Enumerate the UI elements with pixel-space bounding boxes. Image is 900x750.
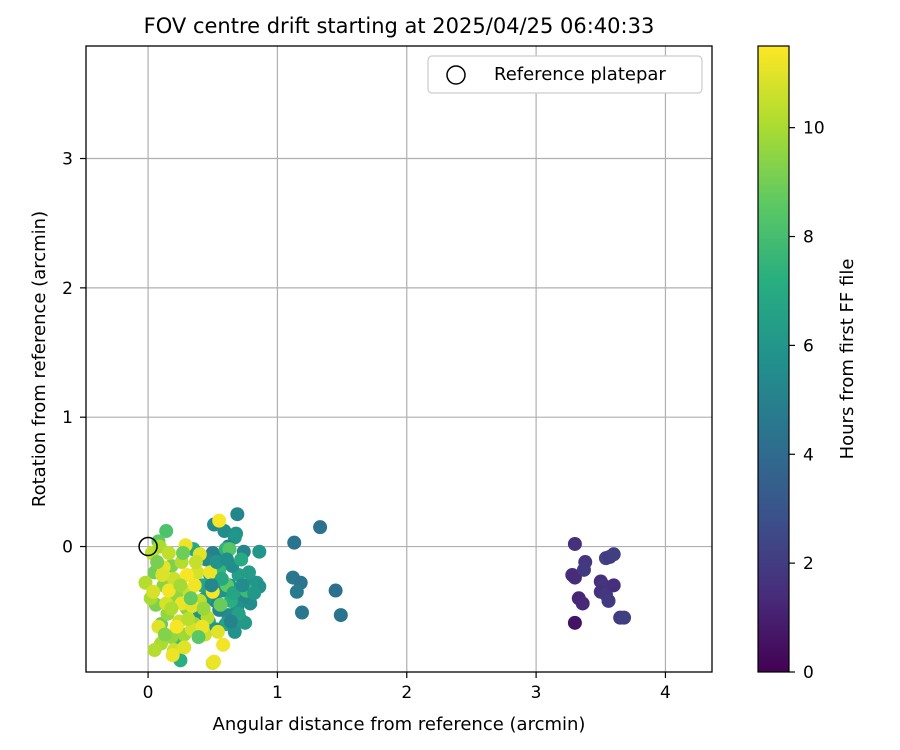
data-point: [313, 520, 328, 535]
data-point: [210, 624, 225, 639]
colorbar-gradient: [757, 45, 790, 673]
data-point: [164, 601, 179, 616]
colorbar-tick-label: 0: [803, 663, 814, 683]
colorbar-tick-label: 6: [803, 336, 814, 356]
data-point: [159, 524, 174, 539]
data-point: [179, 567, 194, 582]
data-point: [252, 544, 267, 559]
data-point: [146, 584, 161, 599]
data-point: [177, 640, 192, 655]
data-point: [157, 627, 172, 642]
colorbar-label: Hours from first FF file: [837, 259, 858, 460]
data-point: [147, 643, 162, 658]
data-point: [567, 536, 582, 551]
data-point: [217, 524, 232, 539]
data-point: [176, 546, 191, 561]
data-point: [213, 597, 228, 612]
chart-title: FOV centre drift starting at 2025/04/25 …: [144, 14, 655, 38]
data-point: [294, 605, 309, 620]
x-tick-label: 1: [272, 683, 283, 703]
x-tick-label: 4: [660, 683, 671, 703]
y-tick-label: 0: [62, 538, 73, 558]
data-point: [212, 513, 227, 528]
data-point: [223, 614, 238, 629]
x-tick-label: 0: [143, 683, 154, 703]
y-axis-label: Rotation from reference (arcmin): [29, 211, 50, 507]
legend: Reference platepar: [427, 55, 703, 94]
data-point: [606, 547, 621, 562]
colorbar-tick-label: 10: [803, 119, 825, 139]
axis-ticks: 0 1 2 3 4 0 1 2 3: [62, 150, 671, 703]
data-point: [165, 648, 180, 663]
y-tick-label: 3: [62, 150, 73, 170]
legend-marker-icon: [446, 65, 466, 85]
data-point: [181, 611, 196, 626]
data-point: [333, 608, 348, 623]
data-point: [204, 578, 219, 593]
data-point: [214, 571, 229, 586]
plot-frame: [85, 45, 713, 673]
data-point: [567, 615, 582, 630]
data-point: [196, 601, 211, 616]
data-point: [191, 630, 206, 645]
legend-box: [427, 55, 703, 94]
data-point: [150, 555, 165, 570]
data-point: [155, 567, 170, 582]
y-tick-label: 2: [62, 279, 73, 299]
y-tick-label: 1: [62, 408, 73, 428]
data-point: [576, 562, 591, 577]
data-point: [328, 583, 343, 598]
x-tick-label: 2: [401, 683, 412, 703]
colorbar-tick-label: 4: [803, 445, 814, 465]
data-point: [183, 591, 198, 606]
data-point: [235, 578, 250, 593]
colorbar-tick-label: 2: [803, 554, 814, 574]
x-axis-label: Angular distance from reference (arcmin): [213, 714, 586, 735]
data-point: [203, 565, 218, 580]
data-point: [234, 552, 249, 567]
data-point: [161, 583, 176, 598]
data-point: [241, 565, 256, 580]
x-tick-label: 3: [531, 683, 542, 703]
data-point: [601, 593, 616, 608]
data-point: [207, 654, 222, 669]
data-point: [289, 584, 304, 599]
data-point: [187, 578, 202, 593]
data-point: [230, 507, 245, 522]
data-point: [617, 610, 632, 625]
data-point: [606, 578, 621, 593]
data-point: [247, 586, 262, 601]
colorbar-ticks: 0 2 4 6 8 10: [789, 119, 825, 683]
data-point: [219, 552, 234, 567]
colorbar-tick-label: 8: [803, 228, 814, 248]
legend-label: Reference platepar: [494, 64, 666, 85]
data-point: [575, 596, 590, 611]
reference-platepar-marker: [138, 536, 158, 557]
data-point: [216, 637, 231, 652]
data-points: [138, 507, 632, 670]
data-point: [173, 578, 188, 593]
data-point: [188, 555, 203, 570]
data-point: [161, 546, 176, 561]
data-point: [287, 535, 302, 550]
colorbar: 0 2 4 6 8 10 Hours from first FF file: [757, 45, 858, 683]
data-point: [169, 619, 184, 634]
